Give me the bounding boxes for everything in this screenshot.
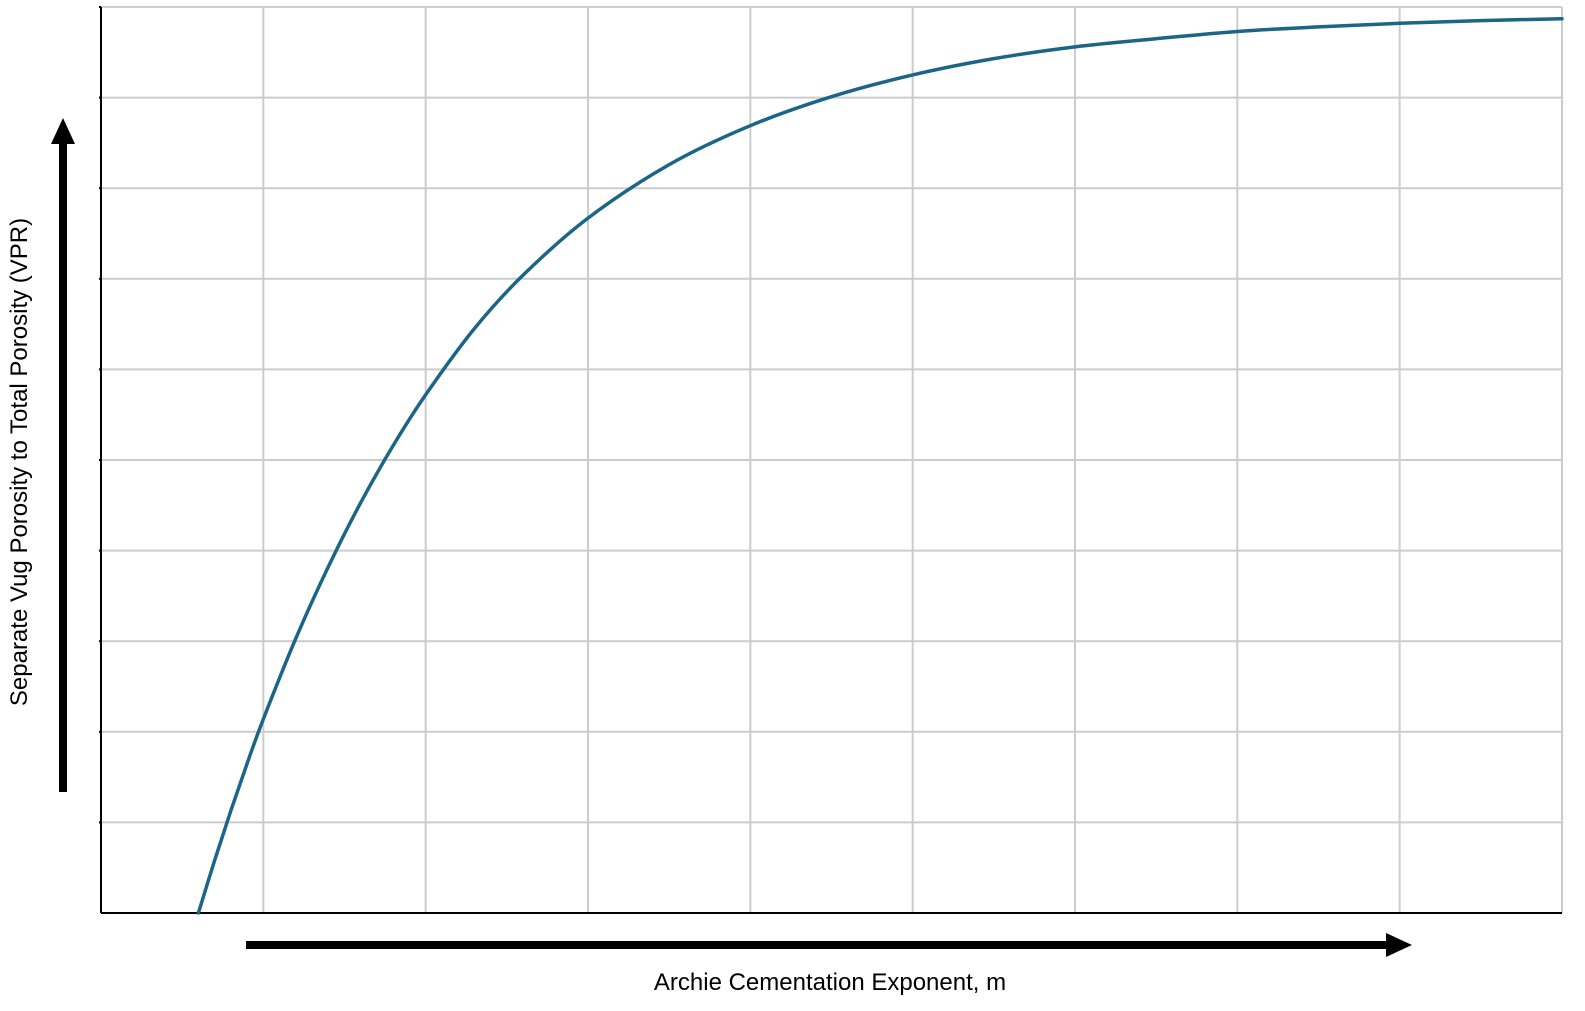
grid (101, 6, 1563, 913)
y-axis-arrow (51, 118, 75, 792)
x-axis-arrow (246, 933, 1412, 957)
series-group (196, 17, 1564, 915)
x-axis-label: Archie Cementation Exponent, m (654, 969, 1006, 996)
axes (99, 6, 1562, 914)
series-line (196, 17, 1564, 915)
y-axis-label: Separate Vug Porosity to Total Porosity … (6, 218, 33, 706)
